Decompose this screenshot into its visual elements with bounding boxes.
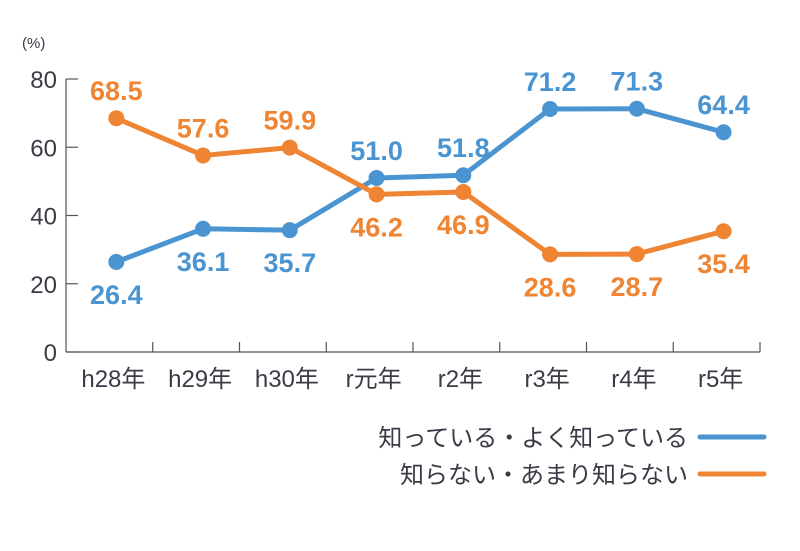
data-label: 46.9	[437, 210, 490, 240]
data-label: 26.4	[90, 280, 143, 310]
data-label: 51.0	[350, 136, 403, 166]
data-label: 71.2	[524, 67, 577, 97]
y-tick-label: 40	[30, 204, 57, 231]
data-point	[628, 100, 645, 117]
legend-label: 知らない・あまり知らない	[400, 461, 688, 489]
data-label: 36.1	[177, 247, 230, 277]
data-label: 35.7	[264, 248, 317, 278]
data-point	[455, 183, 472, 200]
series-line-1	[115, 115, 725, 257]
data-point	[715, 124, 732, 141]
data-label: 71.3	[611, 67, 664, 97]
data-point	[542, 246, 559, 263]
y-tick-label: 80	[30, 67, 57, 94]
x-tick-label: r2年	[438, 366, 483, 393]
data-point	[628, 246, 645, 263]
x-tick-label: h29年	[168, 366, 232, 393]
data-label: 59.9	[264, 106, 317, 136]
data-point	[195, 147, 212, 164]
legend-label: 知っている・よく知っている	[378, 424, 688, 452]
data-point	[195, 220, 212, 237]
data-point	[368, 186, 385, 203]
data-point	[542, 101, 559, 118]
data-point	[281, 139, 298, 156]
x-tick-label: r3年	[524, 366, 569, 393]
data-label: 68.5	[90, 76, 143, 106]
data-label: 64.4	[697, 90, 750, 120]
data-label: 57.6	[177, 113, 230, 143]
data-point	[368, 169, 385, 186]
data-label: 28.6	[524, 272, 577, 302]
x-tick-label: r元年	[346, 366, 402, 393]
data-label: 35.4	[697, 249, 750, 279]
y-axis-unit: (%)	[22, 35, 45, 52]
data-label: 51.8	[437, 133, 490, 163]
data-label: 46.2	[350, 212, 403, 242]
y-tick-label: 0	[44, 340, 57, 367]
x-tick-label: r5年	[698, 366, 743, 393]
x-tick-label: r4年	[611, 366, 656, 393]
data-point	[108, 110, 125, 127]
y-tick-label: 60	[30, 135, 57, 162]
x-tick-label: h28年	[81, 366, 145, 393]
data-point	[455, 167, 472, 184]
series-line-0	[115, 106, 725, 265]
data-label: 28.7	[611, 272, 664, 302]
data-point	[108, 253, 125, 270]
data-point	[281, 222, 298, 239]
x-tick-label: h30年	[255, 366, 319, 393]
data-point	[715, 223, 732, 240]
y-tick-label: 20	[30, 272, 57, 299]
